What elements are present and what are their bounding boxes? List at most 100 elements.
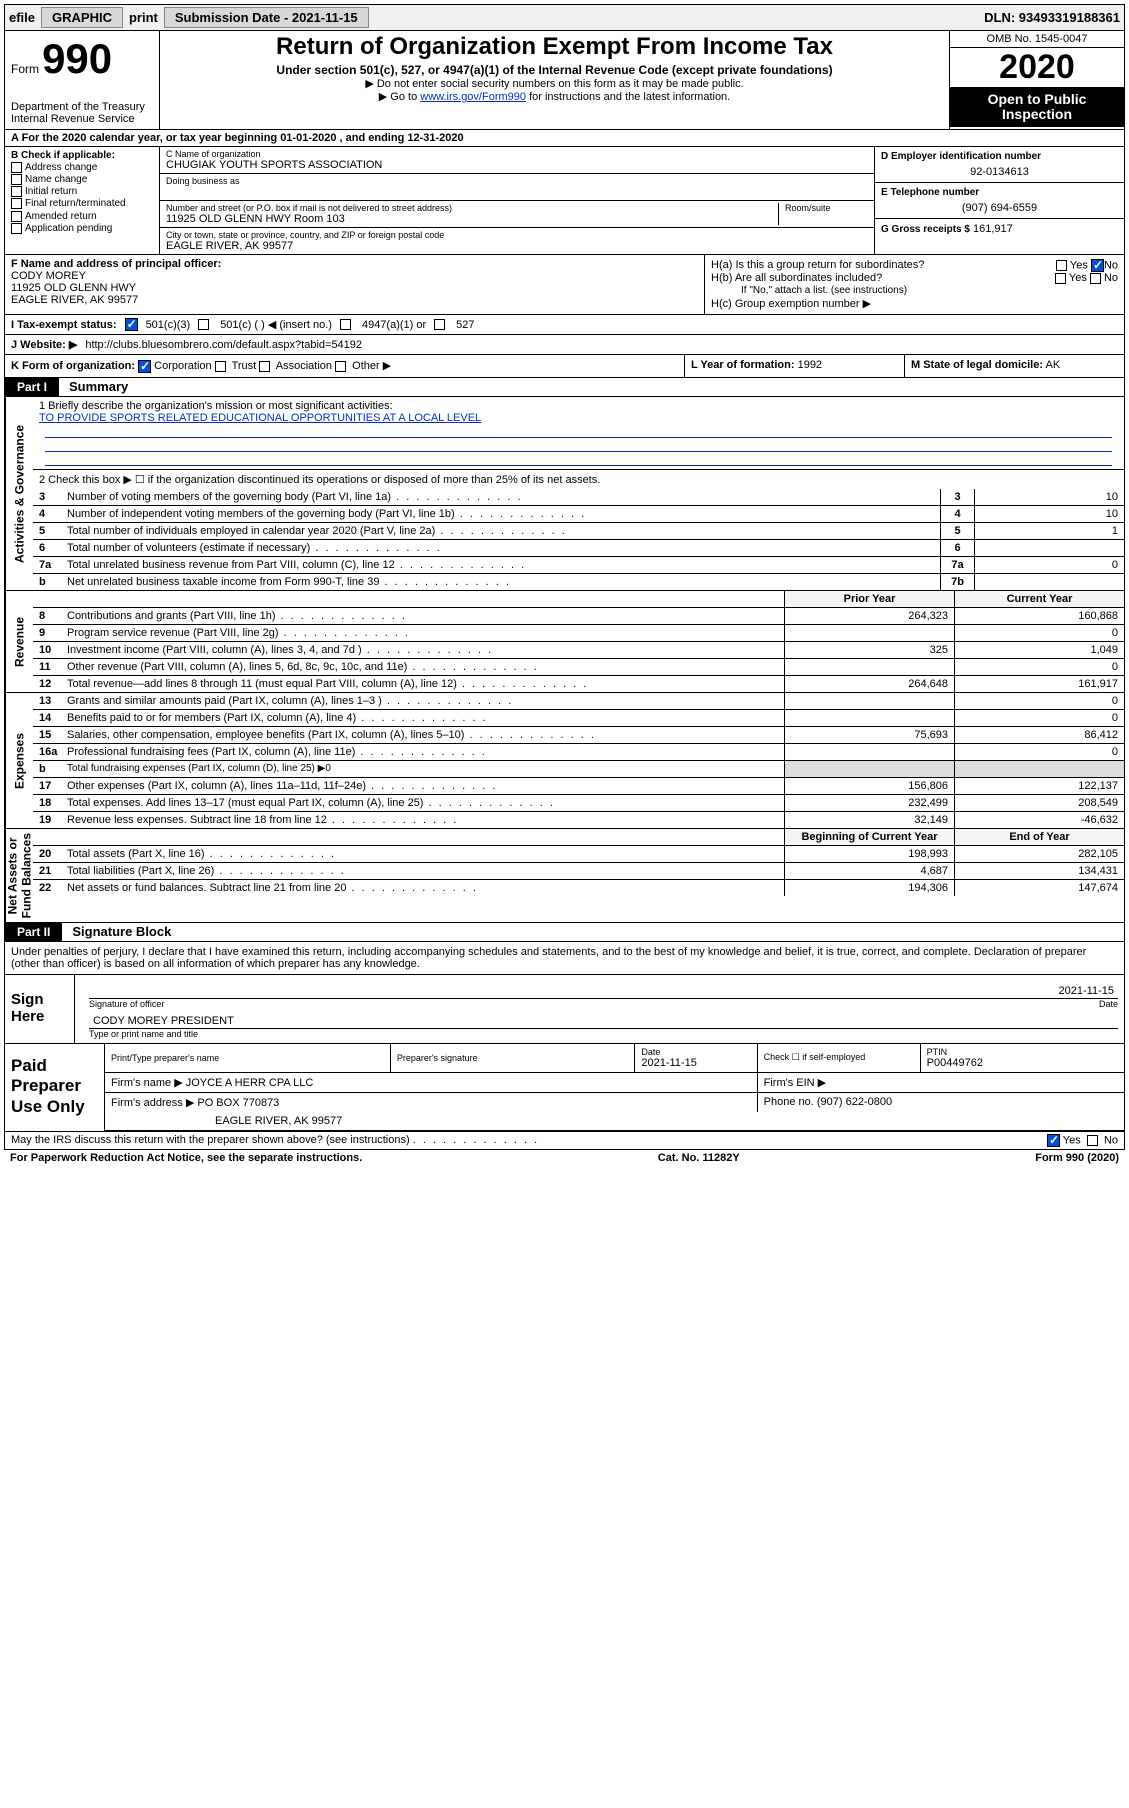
dba-cell: Doing business as [160, 174, 874, 201]
tax-year: 2020 [950, 48, 1124, 88]
part-1-header: Part I Summary [4, 378, 1125, 397]
h-c: H(c) Group exemption number ▶ [711, 297, 1118, 310]
chk-discuss-yes[interactable] [1047, 1134, 1060, 1147]
table-row: 17Other expenses (Part IX, column (A), l… [33, 778, 1124, 795]
row-k: K Form of organization: Corporation Trus… [5, 355, 684, 377]
omb-number: OMB No. 1545-0047 [950, 31, 1124, 48]
table-row: 10Investment income (Part VIII, column (… [33, 642, 1124, 659]
firm-addr2: EAGLE RIVER, AK 99577 [215, 1115, 342, 1127]
form-number: 990 [42, 35, 112, 82]
chk-amended-return[interactable]: Amended return [11, 211, 153, 222]
header-mid: Return of Organization Exempt From Incom… [160, 31, 949, 129]
form-word: Form [11, 62, 39, 76]
row-l: L Year of formation: 1992 [684, 355, 904, 377]
chk-discuss-no[interactable] [1087, 1135, 1098, 1146]
irs-link[interactable]: www.irs.gov/Form990 [420, 91, 526, 103]
q2: 2 Check this box ▶ ☐ if the organization… [33, 469, 1124, 489]
part-2-header: Part II Signature Block [4, 923, 1125, 942]
box-d: D Employer identification number 92-0134… [875, 147, 1124, 183]
sign-here-fields: 2021-11-15 Signature of officer Date COD… [83, 975, 1124, 1043]
box-g: G Gross receipts $ 161,917 [875, 219, 1124, 239]
officer-name-title: CODY MOREY PRESIDENT [93, 1015, 234, 1027]
efile-label: efile [9, 10, 35, 25]
revenue-header-row: Prior Year Current Year [33, 591, 1124, 608]
h-b: H(b) Are all subordinates included? Yes … [711, 272, 1118, 284]
chk-initial-return[interactable]: Initial return [11, 186, 153, 197]
table-row: 12Total revenue—add lines 8 through 11 (… [33, 676, 1124, 692]
gov-row: 3Number of voting members of the governi… [33, 489, 1124, 506]
chk-address-change[interactable]: Address change [11, 162, 153, 173]
vtab-expenses: Expenses [5, 693, 33, 828]
table-row: 20Total assets (Part X, line 16)198,9932… [33, 846, 1124, 863]
entity-info: B Check if applicable: Address change Na… [4, 147, 1125, 255]
open-to-public: Open to Public Inspection [950, 88, 1124, 127]
table-row: 22Net assets or fund balances. Subtract … [33, 880, 1124, 896]
submission-date-button[interactable]: Submission Date - 2021-11-15 [164, 7, 369, 28]
org-name-cell: C Name of organization CHUGIAK YOUTH SPO… [160, 147, 874, 174]
box-f: F Name and address of principal officer:… [5, 255, 704, 314]
chk-name-change[interactable]: Name change [11, 174, 153, 185]
note-link: ▶ Go to www.irs.gov/Form990 for instruct… [168, 90, 941, 103]
chk-final-return[interactable]: Final return/terminated [11, 198, 153, 209]
chk-association[interactable] [259, 361, 270, 372]
chk-application-pending[interactable]: Application pending [11, 223, 153, 234]
box-c: C Name of organization CHUGIAK YOUTH SPO… [160, 147, 874, 254]
perjury-statement: Under penalties of perjury, I declare th… [4, 942, 1125, 975]
chk-corporation[interactable] [138, 360, 151, 373]
table-row: 13Grants and similar amounts paid (Part … [33, 693, 1124, 710]
note-ssn: ▶ Do not enter social security numbers o… [168, 77, 941, 90]
h-b-note: If "No," attach a list. (see instruction… [711, 285, 1118, 296]
vtab-net-assets: Net Assets or Fund Balances [5, 829, 33, 922]
org-address: 11925 OLD GLENN HWY Room 103 [166, 213, 778, 225]
row-m: M State of legal domicile: AK [904, 355, 1124, 377]
form-header: Form 990 Department of the Treasury Inte… [4, 31, 1125, 130]
box-b-label: B Check if applicable: [11, 150, 153, 161]
preparer-table: Print/Type preparer's name Preparer's si… [105, 1044, 1124, 1131]
officer-addr1: 11925 OLD GLENN HWY [11, 282, 698, 294]
footer: For Paperwork Reduction Act Notice, see … [4, 1150, 1125, 1166]
gov-row: bNet unrelated business taxable income f… [33, 574, 1124, 590]
section-governance: Activities & Governance 1 Briefly descri… [4, 397, 1125, 591]
address-cell: Number and street (or P.O. box if mail i… [160, 201, 874, 228]
chk-4947[interactable] [340, 319, 351, 330]
sign-here-label: Sign Here [5, 975, 75, 1043]
gov-row: 7aTotal unrelated business revenue from … [33, 557, 1124, 574]
org-city: EAGLE RIVER, AK 99577 [166, 240, 868, 252]
box-b: B Check if applicable: Address change Na… [5, 147, 160, 254]
cat-number: Cat. No. 11282Y [658, 1152, 740, 1164]
row-klm: K Form of organization: Corporation Trus… [4, 355, 1125, 378]
mission-text: TO PROVIDE SPORTS RELATED EDUCATIONAL OP… [39, 412, 1118, 424]
header-right: OMB No. 1545-0047 2020 Open to Public In… [949, 31, 1124, 129]
table-row: 16aProfessional fundraising fees (Part I… [33, 744, 1124, 761]
graphic-button[interactable]: GRAPHIC [41, 7, 123, 28]
chk-501c[interactable] [198, 319, 209, 330]
print-label[interactable]: print [129, 10, 158, 25]
table-row: 21Total liabilities (Part X, line 26)4,6… [33, 863, 1124, 880]
paid-preparer-label: Paid Preparer Use Only [5, 1044, 105, 1131]
officer-addr2: EAGLE RIVER, AK 99577 [11, 294, 698, 306]
table-row: 14Benefits paid to or for members (Part … [33, 710, 1124, 727]
table-row: 9Program service revenue (Part VIII, lin… [33, 625, 1124, 642]
vtab-revenue: Revenue [5, 591, 33, 692]
gov-row: 5Total number of individuals employed in… [33, 523, 1124, 540]
vtab-governance: Activities & Governance [5, 397, 33, 590]
section-revenue: Revenue Prior Year Current Year 8Contrib… [4, 591, 1125, 693]
table-row: 11Other revenue (Part VIII, column (A), … [33, 659, 1124, 676]
form-title: Return of Organization Exempt From Incom… [168, 33, 941, 61]
section-net-assets: Net Assets or Fund Balances Beginning of… [4, 829, 1125, 923]
chk-trust[interactable] [215, 361, 226, 372]
ein: 92-0134613 [881, 162, 1118, 178]
firm-phone: (907) 622-0800 [817, 1096, 892, 1108]
top-toolbar: efile GRAPHIC print Submission Date - 20… [4, 4, 1125, 31]
chk-501c3[interactable] [125, 318, 138, 331]
table-row: 15Salaries, other compensation, employee… [33, 727, 1124, 744]
firm-name: JOYCE A HERR CPA LLC [186, 1077, 314, 1089]
table-row: 19Revenue less expenses. Subtract line 1… [33, 812, 1124, 828]
box-e: E Telephone number (907) 694-6559 [875, 183, 1124, 219]
website-url[interactable]: http://clubs.bluesombrero.com/default.as… [85, 339, 362, 351]
paid-preparer-block: Paid Preparer Use Only Print/Type prepar… [4, 1044, 1125, 1132]
chk-527[interactable] [434, 319, 445, 330]
box-h: H(a) Is this a group return for subordin… [704, 255, 1124, 314]
chk-other[interactable] [335, 361, 346, 372]
row-i-tax-status: I Tax-exempt status: 501(c)(3) 501(c) ( … [4, 315, 1125, 335]
